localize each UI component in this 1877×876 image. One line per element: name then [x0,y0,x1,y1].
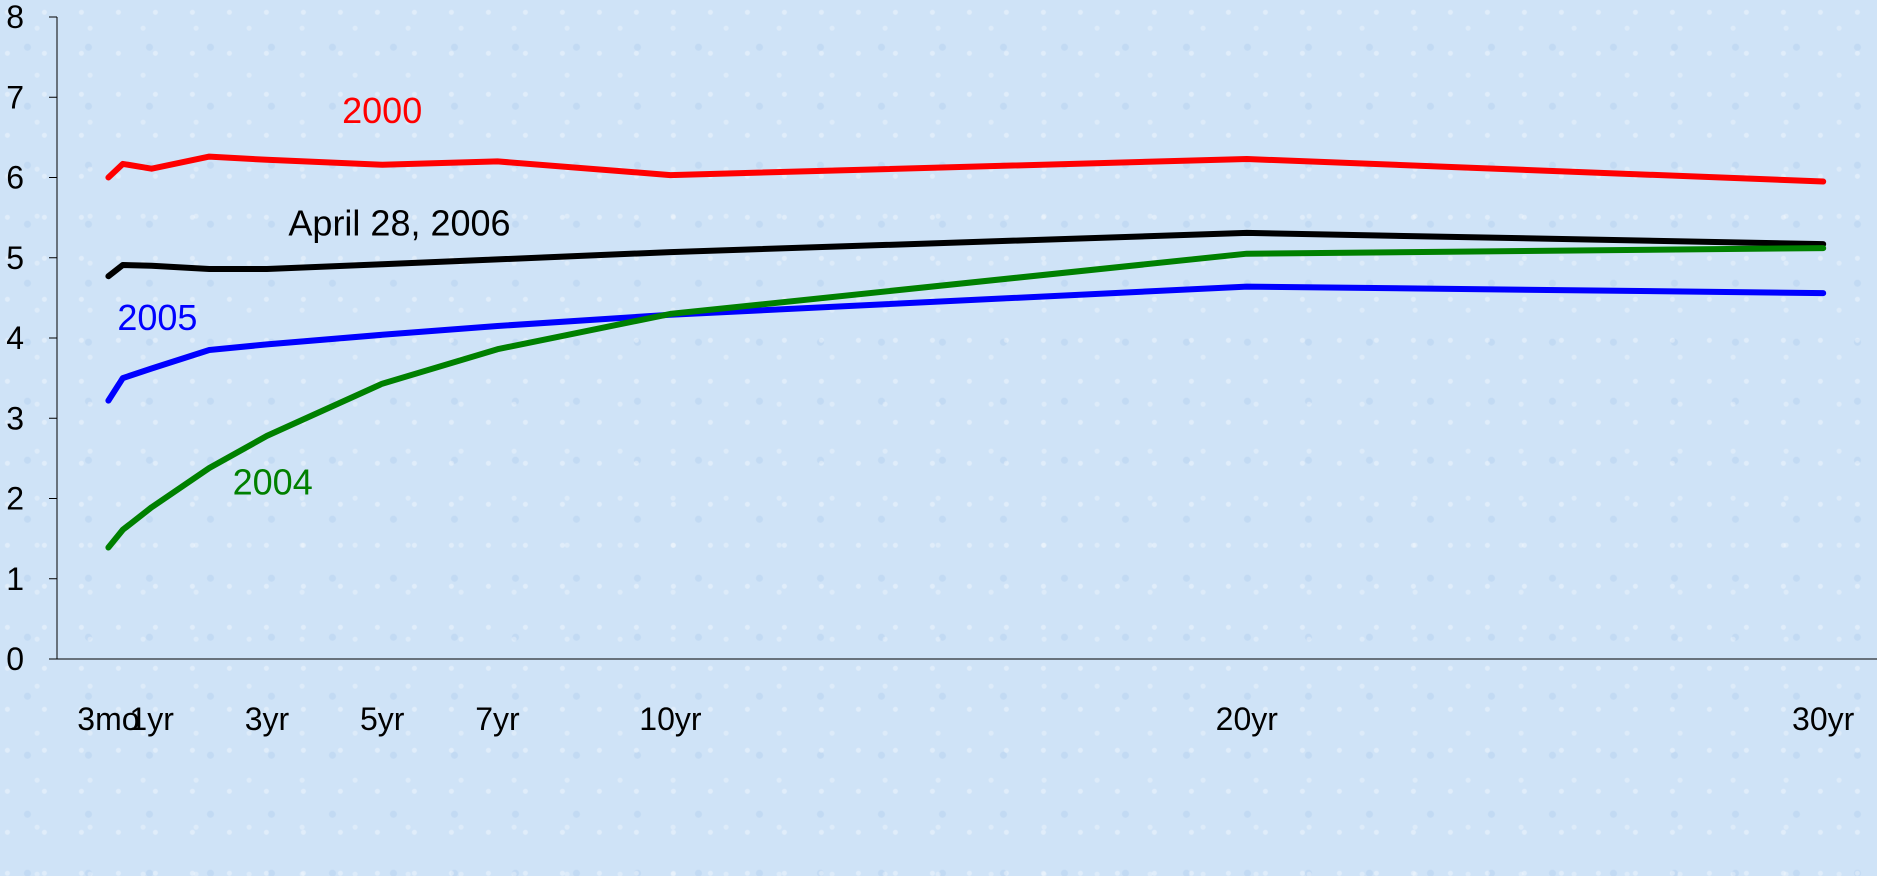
y-tick-label: 0 [6,641,24,677]
y-tick-label: 4 [6,320,24,356]
series-line-2005 [105,283,1827,404]
x-tick-label: 10yr [639,701,702,737]
y-tick-label: 5 [6,240,24,276]
series-label: 2005 [117,297,197,338]
series-line-april-28-2006 [105,229,1827,280]
y-tick-label: 2 [6,481,24,517]
y-tick-label: 8 [6,0,24,35]
x-tick-label: 3yr [245,701,290,737]
series-line-2000 [105,153,1827,185]
x-tick-label: 7yr [475,701,520,737]
x-tick-label: 20yr [1216,701,1279,737]
series-line-2004 [105,245,1827,551]
series-label: 2004 [233,461,313,502]
y-tick-label: 7 [6,79,24,115]
x-tick-label: 1yr [129,701,174,737]
y-tick-label: 1 [6,561,24,597]
x-tick-label: 30yr [1792,701,1855,737]
x-tick-label: 3mo [77,701,139,737]
series-annotations: 2000 April 28, 2006 2005 2004 [117,90,510,503]
y-tick-label: 6 [6,160,24,196]
x-tick-label: 5yr [360,701,405,737]
series-label: 2000 [342,90,422,131]
series-lines [105,153,1827,551]
y-tick-label: 3 [6,400,24,436]
series-label: April 28, 2006 [288,202,510,243]
